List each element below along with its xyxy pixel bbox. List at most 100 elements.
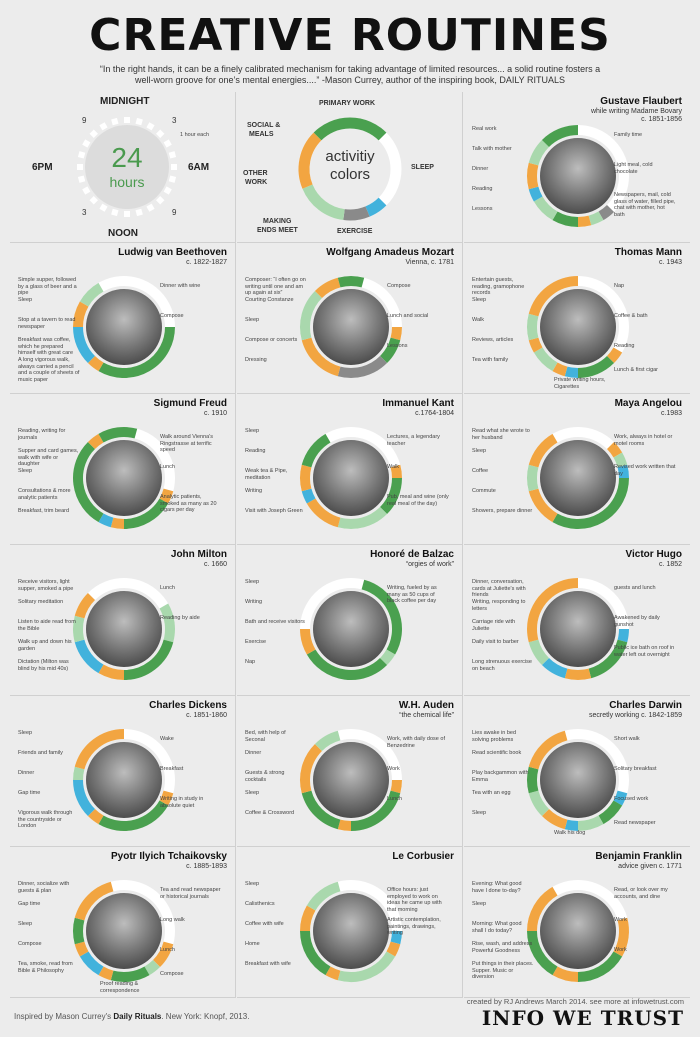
footer-citation-book: Daily Rituals — [113, 1012, 162, 1021]
routine-ring — [526, 578, 629, 680]
ring-segment-exercise — [301, 488, 316, 504]
clock-6am-label: 6AM — [188, 162, 210, 173]
routine-note: Light meal, cold chocolate — [614, 162, 653, 175]
legend-segment-other — [302, 184, 345, 221]
routine-note: Sleep — [18, 730, 33, 736]
person-card: Benjamin Franklin advice given c. 1771 Eve… — [464, 847, 690, 998]
ring-segment-primary — [350, 790, 400, 831]
ring-segment-social — [87, 808, 104, 825]
footer-credit[interactable]: created by RJ Andrews March 2014. see mo… — [466, 997, 684, 1006]
person-name: John Milton — [170, 549, 227, 560]
routine-note: Writing in study in absolute quiet — [160, 796, 204, 809]
ring-segment-social — [299, 464, 311, 492]
ring-segment-social — [325, 966, 341, 981]
portrait-photo — [539, 289, 616, 365]
routine-note: Sleep — [245, 428, 260, 434]
routine-note: Artistic contemplation, paintings, drawi… — [387, 917, 441, 936]
ring-segment-social — [74, 941, 89, 957]
person-card: Sigmund Freud c. 1910 Reading, writing for… — [10, 394, 236, 545]
footer-citation: Inspired by Mason Currey's Daily Rituals… — [14, 1012, 249, 1021]
routine-note: Writing, responding to letters — [472, 599, 526, 612]
routine-ring — [526, 880, 629, 982]
portrait-photo — [539, 742, 616, 818]
ring-segment-primary — [526, 766, 538, 794]
routine-note: A long vigorous walk, always carried a p… — [18, 357, 80, 383]
ring-segment-other — [577, 815, 603, 831]
routine-note: Lectures, a legendary teacher — [387, 434, 440, 447]
routine-note: Real work — [472, 126, 497, 132]
routine-note: Lunch — [160, 464, 175, 470]
routine-note: Writing — [245, 488, 263, 494]
routine-note: Talk with mother — [472, 146, 512, 152]
routine-note: Compose — [18, 941, 42, 947]
person-subtitle: “the chemical life” — [399, 712, 454, 719]
routines-grid: MIDNIGHT NOON 6PM 6AM 9 3 3 9 24 hours 1… — [10, 92, 690, 1000]
ring-segment-primary — [72, 441, 104, 523]
legend-segment-exercise — [365, 197, 387, 217]
routine-note: Sleep — [18, 468, 33, 474]
routine-note: Read what she wrote to her husband — [472, 428, 530, 441]
ring-segment-primary — [577, 951, 622, 982]
legend-segment-ends — [343, 206, 370, 221]
routine-note: Read newspaper — [614, 820, 656, 826]
ring-segment-social — [158, 790, 173, 806]
routine-note: Solitary meditation — [18, 599, 64, 605]
ring-segment-other — [306, 881, 341, 911]
clock-tick — [77, 175, 86, 183]
person-subtitle: Vienna, c. 1781 — [405, 259, 454, 266]
routine-note: Courting Constanze — [245, 297, 294, 303]
ring-segment-primary — [299, 930, 331, 976]
ring-segment-social — [87, 355, 104, 372]
ring-segment-primary — [98, 427, 137, 443]
person-card: Maya Angelou c.1983 Read what she wrote to… — [464, 394, 690, 545]
person-card: John Milton c. 1660 Receive visitors, ligh… — [10, 545, 236, 696]
routine-note: Dictation (Milton was blind by his mid 4… — [18, 659, 69, 672]
routine-note: Read scientific book — [472, 750, 522, 756]
person-name: Maya Angelou — [614, 398, 682, 409]
routine-note: Consultations & more analytic patients — [18, 488, 71, 501]
routine-note: Public ice bath on roof in water left ou… — [614, 645, 675, 658]
routine-ring — [299, 880, 402, 982]
clock-tick — [155, 129, 165, 139]
legend-sleep: SLEEP — [411, 164, 434, 171]
ring-segment-primary — [541, 125, 578, 148]
ring-segment-social — [390, 464, 402, 479]
routine-note: Lessons — [387, 343, 408, 349]
routine-note: Breakfast, trim beard — [18, 508, 70, 514]
clock-num-3-bottom: 3 — [82, 208, 87, 217]
clock-num-9-bottom: 9 — [172, 208, 177, 217]
routine-ring — [72, 276, 175, 378]
clock-midnight-label: MIDNIGHT — [100, 96, 150, 107]
clock-tick — [99, 122, 108, 131]
person-card: Thomas Mann c. 1943 Entertain guests, read… — [464, 243, 690, 394]
clock-6pm-label: 6PM — [32, 162, 53, 173]
portrait-photo — [539, 591, 616, 667]
routine-note: Sleep — [472, 297, 487, 303]
routine-note: Gap time — [18, 901, 41, 907]
routine-note: Bed, with help of Seconal — [245, 730, 286, 743]
ring-segment-social — [390, 779, 402, 794]
routine-note: Coffee & Crossword — [245, 810, 295, 816]
ring-segment-social — [74, 729, 124, 770]
routine-note: Wake — [160, 736, 174, 742]
person-name: Charles Dickens — [149, 700, 227, 711]
person-name: Honoré de Balzac — [370, 549, 454, 560]
ring-segment-social — [98, 664, 124, 680]
person-subtitle: advice given c. 1771 — [618, 863, 682, 870]
clock-tick — [163, 186, 172, 195]
routine-note: Tea, smoke, read from Bible & Philosophy — [18, 961, 73, 974]
routine-note: Sleep — [18, 297, 33, 303]
ring-segment-social — [158, 488, 173, 504]
ring-segment-social — [564, 668, 591, 680]
ring-segment-other — [533, 196, 558, 221]
ring-segment-social — [299, 628, 316, 655]
routine-note: Dinner — [472, 166, 489, 172]
routine-note: Dinner, conversation, cards at Juliette'… — [472, 579, 526, 598]
person-card: Gustave Flaubert while writing Madame Bov… — [464, 92, 690, 243]
clock-tick — [82, 186, 91, 195]
routine-note: Play backgammon with Emma — [472, 770, 529, 783]
routine-note: Supper and card games, walk with wife or… — [18, 448, 79, 467]
legend-making-line2: ENDS MEET — [257, 227, 298, 234]
ring-segment-other — [72, 615, 84, 643]
routine-note: Friends and family — [18, 750, 63, 756]
